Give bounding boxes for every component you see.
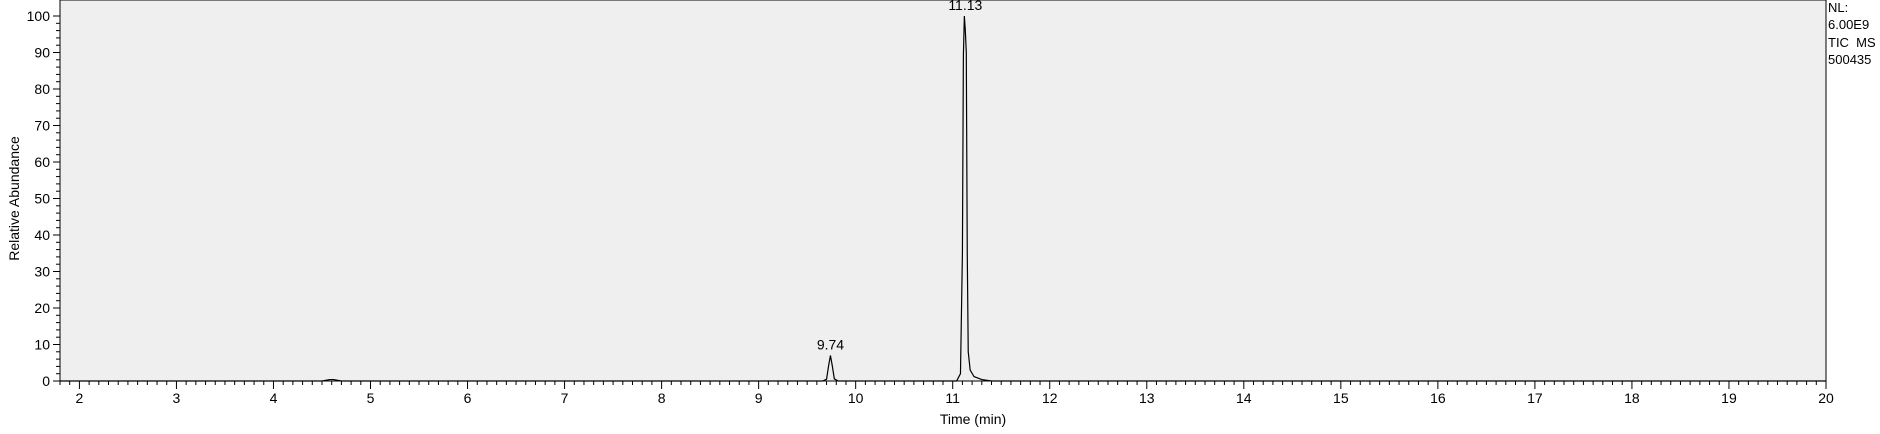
nl-value: 6.00E9 xyxy=(1828,17,1870,32)
y-axis-title: Relative Abundance xyxy=(6,136,22,261)
x-tick-label: 15 xyxy=(1333,390,1349,406)
y-tick-label: 70 xyxy=(34,118,50,134)
y-tick-label: 50 xyxy=(34,191,50,207)
x-tick-label: 4 xyxy=(270,390,278,406)
y-tick-label: 80 xyxy=(34,81,50,97)
y-axis: 0 10 20 30 40 50 60 70 80 90 100 xyxy=(27,8,60,389)
y-tick-label: 90 xyxy=(34,45,50,61)
file-label: 500435 xyxy=(1828,52,1872,67)
x-tick-label: 7 xyxy=(561,390,569,406)
x-tick-label: 5 xyxy=(367,390,375,406)
x-tick-label: 10 xyxy=(848,390,864,406)
info-panel: NL: 6.00E9 TIC MS 500435 xyxy=(1828,0,1876,68)
x-tick-label: 17 xyxy=(1527,390,1543,406)
y-tick-label: 0 xyxy=(42,373,50,389)
nl-label: NL: xyxy=(1828,0,1849,15)
x-tick-label: 18 xyxy=(1624,390,1640,406)
x-tick-label: 2 xyxy=(76,390,84,406)
peak-labels: 9.74 11.13 xyxy=(817,0,983,352)
plot-area xyxy=(59,0,1827,382)
y-tick-label: 10 xyxy=(34,337,50,353)
tic-trace xyxy=(60,15,1826,382)
y-tick-label: 60 xyxy=(34,154,50,170)
peak-label: 9.74 xyxy=(817,336,844,352)
x-axis: 2 3 4 5 6 7 8 9 10 11 12 13 14 15 16 17 18 19 20 xyxy=(59,381,1834,406)
x-tick-label: 11 xyxy=(945,390,960,406)
y-tick-label: 100 xyxy=(27,8,51,24)
y-tick-label: 20 xyxy=(34,300,50,316)
y-tick-label: 30 xyxy=(34,264,50,280)
x-tick-label: 14 xyxy=(1236,390,1252,406)
x-tick-label: 20 xyxy=(1818,390,1834,406)
x-tick-label: 12 xyxy=(1042,390,1058,406)
x-tick-label: 16 xyxy=(1430,390,1446,406)
x-tick-label: 8 xyxy=(658,390,666,406)
x-tick-label: 6 xyxy=(464,390,472,406)
x-tick-label: 13 xyxy=(1139,390,1155,406)
x-tick-label: 3 xyxy=(173,390,181,406)
x-tick-label: 19 xyxy=(1721,390,1737,406)
x-tick-label: 9 xyxy=(755,390,763,406)
peak-label: 11.13 xyxy=(948,0,982,13)
trace-label: TIC MS xyxy=(1828,35,1876,50)
x-axis-title: Time (min) xyxy=(940,411,1006,427)
y-tick-label: 40 xyxy=(34,227,50,243)
